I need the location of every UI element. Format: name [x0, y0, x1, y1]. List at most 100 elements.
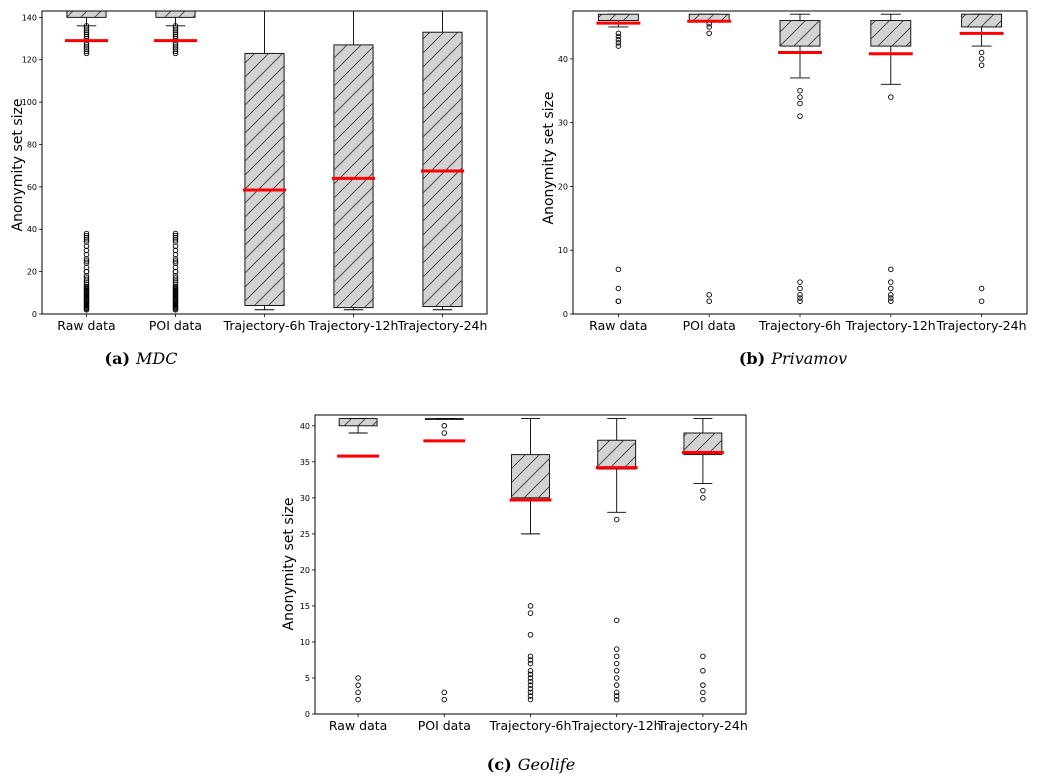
- box-5: [959, 13, 1004, 304]
- outlier: [615, 40, 622, 46]
- outlier: [615, 266, 622, 273]
- outlier: [797, 100, 803, 107]
- outlier: [613, 668, 620, 674]
- outlier: [706, 24, 712, 30]
- y-tick-label: 25: [300, 530, 310, 539]
- outlier: [172, 42, 179, 48]
- x-tick-label: Trajectory-12h: [308, 318, 399, 333]
- outlier: [613, 675, 620, 681]
- outlier: [700, 682, 706, 688]
- outlier: [441, 689, 448, 696]
- box-1: [64, 10, 109, 313]
- outlier: [527, 682, 534, 688]
- plot-frame: [41, 10, 488, 315]
- box-hatch: [870, 20, 911, 47]
- outlier: [527, 675, 534, 681]
- y-tick-label: 40: [300, 422, 310, 431]
- outlier: [978, 49, 985, 56]
- outlier: [527, 678, 534, 685]
- outlier: [978, 56, 985, 62]
- outlier: [613, 689, 620, 696]
- caption: (b) Privamov: [739, 349, 847, 368]
- box-hatch: [155, 11, 196, 18]
- box-hatch: [598, 14, 639, 21]
- outlier: [797, 285, 803, 292]
- box-4: [331, 10, 376, 311]
- y-tick-label: 0: [305, 710, 310, 719]
- outlier: [527, 668, 534, 674]
- y-tick-label: 40: [27, 225, 37, 234]
- outlier: [978, 62, 985, 68]
- outlier: [355, 675, 361, 681]
- box-5: [420, 10, 465, 311]
- box-hatch: [597, 440, 636, 470]
- y-tick-label: 10: [300, 638, 310, 647]
- panel-label: (c): [487, 755, 512, 774]
- outlier: [527, 689, 534, 696]
- x-tick-label: Trajectory-24h: [397, 318, 488, 333]
- outlier: [355, 689, 361, 696]
- panel-caption: MDC: [135, 349, 177, 368]
- panel-label: (b): [739, 349, 765, 368]
- y-tick-label: 5: [305, 674, 310, 683]
- x-tick-label: POI data: [683, 318, 736, 333]
- outlier: [797, 292, 803, 298]
- box-hatch: [339, 418, 378, 426]
- outlier: [613, 696, 620, 703]
- outlier: [527, 610, 534, 616]
- y-axis-label: Anonymity set size: [10, 99, 26, 232]
- x-tick-label: Trajectory-12h: [845, 318, 936, 333]
- outlier: [888, 266, 894, 273]
- outlier: [527, 631, 534, 638]
- outlier: [797, 87, 803, 94]
- box-hatch: [961, 14, 1002, 27]
- panel-caption: Geolife: [518, 755, 576, 774]
- x-tick-label: POI data: [149, 318, 202, 333]
- outlier: [613, 646, 620, 652]
- x-tick-label: Trajectory-12h: [571, 718, 662, 733]
- outlier: [797, 94, 803, 100]
- box-hatch: [689, 14, 730, 21]
- box-2: [153, 10, 198, 313]
- outlier: [527, 696, 534, 703]
- y-axis-label: Anonymity set size: [281, 498, 297, 631]
- x-tick-label: Trajectory-24h: [936, 318, 1027, 333]
- outlier: [83, 258, 90, 264]
- outlier: [700, 689, 706, 696]
- y-tick-label: 120: [22, 56, 37, 65]
- outlier: [706, 298, 712, 304]
- plot-frame: [572, 10, 1028, 315]
- box-3: [778, 13, 822, 304]
- box-2: [423, 418, 466, 703]
- box-hatch: [422, 32, 463, 307]
- panel-label: (a): [105, 349, 131, 368]
- x-tick-label: POI data: [418, 718, 471, 733]
- outlier: [615, 33, 622, 40]
- outlier: [978, 298, 985, 304]
- outlier: [888, 298, 894, 304]
- y-tick-label: 0: [32, 310, 37, 319]
- outlier: [83, 23, 90, 29]
- y-tick-label: 0: [563, 310, 568, 319]
- outlier: [613, 682, 620, 688]
- box-3: [242, 10, 287, 311]
- plot-frame: [314, 414, 747, 715]
- x-tick-label: Raw data: [589, 318, 647, 333]
- box-hatch: [780, 20, 820, 47]
- outlier: [613, 516, 620, 523]
- outlier: [172, 232, 179, 239]
- x-tick-label: Trajectory-24h: [657, 718, 748, 733]
- outlier: [706, 292, 712, 298]
- outlier: [83, 275, 90, 281]
- box-hatch: [425, 418, 464, 420]
- outlier: [172, 25, 179, 31]
- box-2: [687, 13, 732, 304]
- x-tick-label: Raw data: [57, 318, 115, 333]
- caption: (a) MDC: [105, 349, 178, 368]
- outlier: [613, 693, 620, 699]
- outlier: [83, 230, 90, 237]
- y-tick-label: 60: [27, 183, 37, 192]
- panel-a: Anonymity set size 0 20 40 60 80 100 120 140 Raw…: [10, 10, 488, 368]
- outlier: [355, 682, 361, 688]
